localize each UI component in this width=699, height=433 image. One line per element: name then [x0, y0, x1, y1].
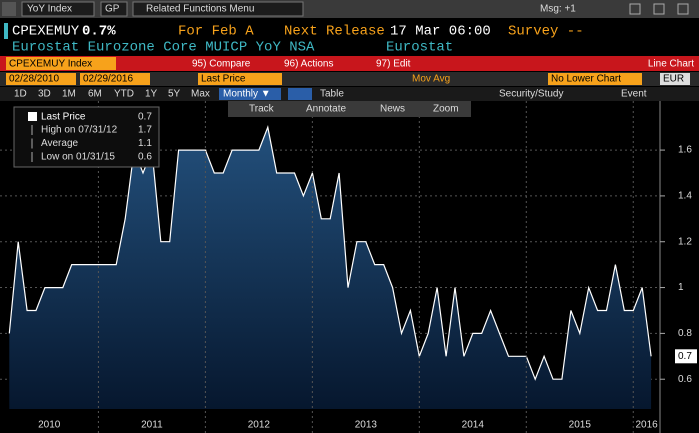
survey: Survey -- [508, 24, 584, 40]
security-dropdown[interactable] [21, 1, 95, 17]
related-menu[interactable] [132, 1, 304, 17]
range-button[interactable]: 5Y [168, 89, 181, 100]
last-price-tag [675, 349, 697, 364]
range-button[interactable]: Max [191, 89, 210, 100]
legend-swatch [28, 112, 37, 121]
currency: EUR [663, 74, 684, 85]
source: Eurostat [386, 40, 453, 56]
window-button[interactable] [653, 3, 665, 15]
field: Last Price [201, 74, 246, 85]
chart-tool[interactable]: Zoom [433, 104, 459, 115]
last-price-tag-label: 0.7 [678, 351, 692, 362]
start-date-input[interactable] [6, 73, 76, 85]
price-line [8, 125, 652, 381]
command-button[interactable]: 95) Compare [192, 59, 251, 70]
end-date: 02/29/2016 [83, 74, 133, 85]
frequency-dropdown[interactable] [219, 88, 281, 100]
chart-tool[interactable]: News [380, 104, 405, 115]
header-marker [4, 23, 8, 39]
field-input[interactable] [198, 73, 282, 85]
command-button[interactable]: 96) Actions [284, 59, 333, 70]
security-dropdown-label: YoY Index [27, 4, 72, 15]
legend-label: Low on 01/31/15 [41, 152, 115, 163]
y-tick-label: 0.6 [678, 374, 692, 385]
x-tick-label: 2011 [141, 420, 163, 431]
legend-value: 1.7 [138, 125, 152, 136]
currency-input[interactable] [660, 73, 690, 85]
message-count[interactable]: Msg: +1 [540, 4, 576, 15]
range-bar [0, 72, 699, 86]
range-button[interactable]: 3D [38, 89, 51, 100]
range-button[interactable]: 1M [62, 89, 76, 100]
next-release-time: 17 Mar 06:00 [390, 24, 491, 40]
gp-dropdown[interactable] [100, 1, 128, 17]
study[interactable]: Mov Avg [412, 74, 450, 85]
range-button[interactable]: 6M [88, 89, 102, 100]
y-tick-label: 1 [678, 282, 684, 293]
period-bar [0, 87, 699, 101]
window-button[interactable] [629, 3, 641, 15]
start-date: 02/28/2010 [9, 74, 59, 85]
related-menu-label: Related Functions Menu [146, 4, 254, 15]
chart-tool[interactable]: Track [249, 104, 275, 115]
x-tick-label: 2016 [636, 420, 659, 431]
gp-label: GP [105, 4, 120, 15]
lower-chart-input[interactable] [548, 73, 642, 85]
x-axis-band [0, 409, 699, 433]
ticker: CPEXEMUY [12, 24, 80, 40]
lower-chart: No Lower Chart [551, 74, 621, 85]
chart-tools-bar [228, 101, 471, 117]
legend-label: High on 07/31/12 [41, 125, 118, 136]
y-tick-label: 1.4 [678, 191, 692, 202]
index-name: Eurostat Eurozone Core MUICP YoY NSA [12, 40, 315, 56]
x-tick-label: 2010 [38, 420, 61, 431]
range-button[interactable]: YTD [114, 89, 134, 100]
range-button[interactable]: 1D [14, 89, 27, 100]
end-date-input[interactable] [80, 73, 150, 85]
chart-tool[interactable]: Annotate [306, 104, 346, 115]
security-input-text: CPEXEMUY Index [9, 59, 92, 70]
legend-label: Last Price [41, 112, 86, 123]
x-tick-label: 2012 [248, 420, 271, 431]
legend-value: 0.6 [138, 152, 152, 163]
command-bar [0, 56, 699, 71]
range-button[interactable]: 1Y [145, 89, 158, 100]
legend-value: 0.7 [138, 112, 152, 123]
event[interactable]: Event [621, 89, 647, 100]
security-study[interactable]: Security/Study [499, 89, 563, 100]
security-input[interactable] [6, 57, 116, 70]
chart-type[interactable]: Line Chart [648, 59, 694, 70]
period: For Feb A [178, 24, 254, 40]
x-tick-label: 2015 [569, 420, 592, 431]
legend-label: Average [41, 138, 79, 149]
area-fill [9, 127, 652, 409]
last-value: 0.7% [82, 24, 116, 40]
next-release-label: Next Release [284, 24, 385, 40]
x-tick-label: 2014 [462, 420, 485, 431]
x-tick-label: 2013 [355, 420, 378, 431]
command-button[interactable]: 97) Edit [376, 59, 411, 70]
y-tick-label: 1.2 [678, 236, 692, 247]
y-tick-label: 0.8 [678, 328, 692, 339]
chart-style-button[interactable] [288, 88, 312, 100]
back-button[interactable] [2, 2, 16, 16]
legend-value: 1.1 [138, 138, 152, 149]
y-tick-label: 1.6 [678, 145, 692, 156]
legend-box [13, 106, 160, 168]
frequency: Monthly ▼ [223, 89, 271, 100]
table-button[interactable]: Table [320, 89, 344, 100]
window-button[interactable] [677, 3, 689, 15]
